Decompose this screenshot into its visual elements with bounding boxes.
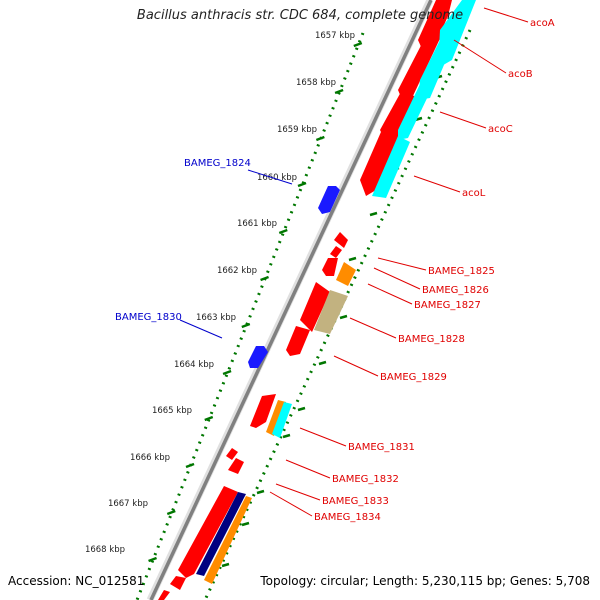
gene-label-BAMEG_1829: BAMEG_1829 [380, 372, 447, 383]
gene-label-BAMEG_1832: BAMEG_1832 [332, 474, 399, 485]
gene-BAMEG_1829 [286, 326, 310, 356]
kbp-tick-mark [334, 88, 344, 95]
gene-acoB [398, 28, 444, 104]
gene-cyan-d [372, 136, 410, 198]
label-leader [483, 7, 529, 23]
accession-text: Accession: NC_012581 [8, 574, 145, 588]
outer-tick-mark [369, 211, 378, 217]
kbp-tick-mark [148, 556, 157, 563]
label-leader [413, 175, 461, 193]
kbp-tick-label: 1665 kbp [152, 406, 192, 416]
gene-label-BAMEG_1824: BAMEG_1824 [184, 158, 251, 169]
gene-label-acoA: acoA [530, 18, 555, 29]
label-leader [333, 355, 379, 377]
gene-label-acoC: acoC [488, 124, 513, 135]
kbp-tick-label: 1658 kbp [296, 78, 336, 88]
genome-title: Bacillus anthracis str. CDC 684, complet… [136, 8, 464, 23]
kbp-tick-mark [185, 462, 195, 469]
gene-BAMEG_1827 [336, 262, 356, 286]
outer-tick-mark [348, 256, 357, 262]
gene-label-acoB: acoB [508, 69, 533, 80]
label-leader [349, 317, 397, 339]
gene-BAMEG_1827-red [322, 258, 338, 276]
gene-bottom-b [158, 590, 170, 600]
label-leader [367, 283, 413, 305]
kbp-tick-label: 1664 kbp [174, 360, 214, 370]
outer-tick-mark [339, 314, 348, 320]
kbp-tick-label: 1659 kbp [277, 125, 317, 135]
outer-tick-mark [221, 562, 230, 568]
gene-BAMEG_1830 [248, 346, 268, 368]
gene-BAMEG_1828-red [300, 282, 330, 332]
gene-label-BAMEG_1834: BAMEG_1834 [314, 512, 381, 523]
kbp-tick-mark [222, 369, 232, 376]
label-leader [275, 483, 321, 501]
gene-cyan-b [418, 40, 452, 100]
inner-tick-ring [135, 32, 365, 600]
gene-label-BAMEG_1833: BAMEG_1833 [322, 496, 389, 507]
kbp-tick-label: 1668 kbp [85, 545, 125, 555]
kbp-tick-mark [204, 415, 214, 422]
label-leader [269, 491, 313, 517]
gene-BAMEG_1824 [318, 186, 340, 214]
outer-tick-mark [241, 521, 250, 527]
gene-BAMEG_1834-orange [204, 496, 252, 584]
kbp-tick-mark [353, 41, 363, 48]
gene-BAMEG_1828 [314, 290, 348, 334]
kbp-tick-label: 1662 kbp [217, 266, 257, 276]
kbp-tick-mark [260, 275, 269, 282]
outer-tick-ring [203, 29, 472, 600]
gene-label-BAMEG_1831: BAMEG_1831 [348, 442, 415, 453]
gene-BAMEG_1834 [178, 486, 238, 578]
gene-BAMEG_1831 [250, 394, 276, 428]
gene-label-acoL: acoL [462, 188, 486, 199]
label-leader-blue [247, 169, 293, 185]
kbp-tick-label: 1657 kbp [315, 31, 355, 41]
gene-label-BAMEG_1828: BAMEG_1828 [398, 334, 465, 345]
label-leader-blue [179, 319, 223, 339]
kbp-tick-mark [241, 322, 251, 329]
gene-cyan-c [398, 84, 430, 140]
kbp-tick-label: 1667 kbp [108, 499, 148, 509]
gene-BAMEG_1831-orange [266, 400, 286, 436]
gene-label-BAMEG_1827: BAMEG_1827 [414, 300, 481, 311]
label-leader [373, 267, 421, 290]
kbp-tick-label: 1660 kbp [257, 173, 297, 183]
kbp-tick-label: 1661 kbp [237, 219, 277, 229]
gene-bottom-a [170, 576, 186, 590]
gene-label-BAMEG_1826: BAMEG_1826 [422, 285, 489, 296]
gene-label-BAMEG_1830: BAMEG_1830 [115, 312, 182, 323]
kbp-tick-label: 1666 kbp [130, 453, 170, 463]
kbp-tick-mark [166, 509, 176, 516]
outer-tick-mark [297, 406, 306, 412]
label-leader [439, 111, 487, 129]
label-leader [453, 39, 507, 74]
gene-BAMEG_1831-cyan [272, 402, 292, 438]
gene-BAMEG_1833 [228, 458, 244, 474]
gene-BAMEG_1834-navy [196, 492, 246, 576]
gene-BAMEG_1825 [334, 232, 348, 248]
kbp-tick-label: 1663 kbp [196, 313, 236, 323]
kbp-tick-mark [315, 135, 325, 142]
gene-BAMEG_1826 [330, 246, 342, 258]
label-leader [377, 257, 427, 271]
outer-tick-mark [256, 489, 265, 495]
gene-acoL [360, 125, 400, 196]
label-leader [285, 459, 331, 479]
gene-BAMEG_1832 [226, 448, 238, 460]
gene-label-BAMEG_1825: BAMEG_1825 [428, 266, 495, 277]
label-leader [299, 427, 347, 447]
kbp-tick-mark [297, 181, 307, 188]
backbone-line [149, 0, 433, 600]
outer-tick-mark [318, 360, 327, 366]
outer-tick-mark [282, 433, 291, 439]
topology-text: Topology: circular; Length: 5,230,115 bp… [260, 574, 590, 588]
kbp-tick-mark [278, 228, 288, 235]
